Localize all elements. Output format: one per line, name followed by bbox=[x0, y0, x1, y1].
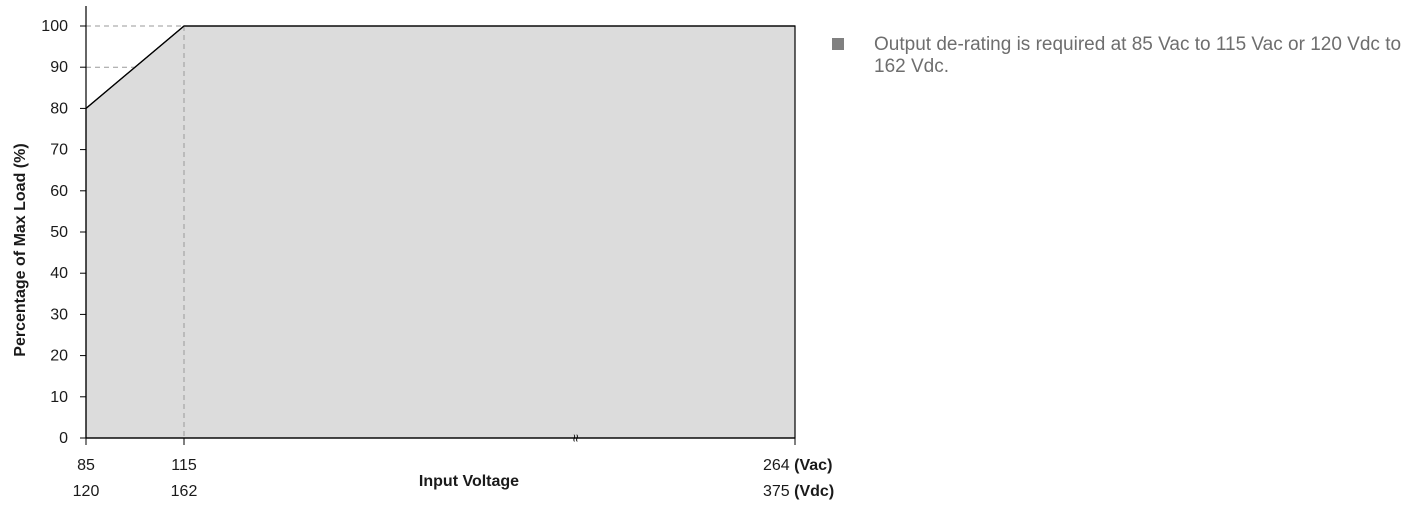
x-unit-label: (Vac) bbox=[790, 457, 833, 474]
y-axis-ticks: 0 10 20 30 40 50 60 70 80 90 100 bbox=[41, 18, 86, 447]
x-tick-label: 162 bbox=[171, 483, 198, 500]
axis-break-mark: ≈ bbox=[568, 434, 584, 442]
axes bbox=[85, 6, 795, 439]
plot-area bbox=[85, 25, 796, 439]
x-tick-label: 264 (Vac) bbox=[763, 457, 832, 474]
x-axis-title: Input Voltage bbox=[419, 473, 519, 490]
y-tick-label: 20 bbox=[50, 348, 68, 365]
y-tick-label: 40 bbox=[50, 265, 68, 282]
y-tick-label: 60 bbox=[50, 183, 68, 200]
x-tick-label: 375 (Vdc) bbox=[763, 483, 834, 500]
square-bullet-icon bbox=[832, 38, 844, 50]
y-tick-label: 30 bbox=[50, 306, 68, 323]
x-axis-ticks: 85 115 264 (Vac) 120 162 375 (Vdc) bbox=[73, 438, 834, 500]
derating-chart: 0 10 20 30 40 50 60 70 80 90 100 85 115 264 (Vac) 120… bbox=[12, 6, 834, 500]
reference-lines bbox=[86, 25, 185, 438]
note-text: Output de-rating is required at 85 Vac t… bbox=[874, 34, 1402, 77]
x-tick-label: 115 bbox=[171, 457, 197, 474]
x-unit-label: (Vdc) bbox=[790, 483, 834, 500]
derating-line bbox=[85, 25, 795, 109]
x-tick-label: 85 bbox=[77, 457, 95, 474]
y-tick-label: 100 bbox=[41, 18, 68, 35]
x-tick-label: 120 bbox=[73, 483, 100, 500]
y-tick-label: 0 bbox=[59, 430, 68, 447]
y-axis-title: Percentage of Max Load (%) bbox=[12, 143, 29, 356]
derating-note: Output de-rating is required at 85 Vac t… bbox=[832, 34, 1412, 78]
y-tick-label: 10 bbox=[50, 389, 68, 406]
y-tick-label: 80 bbox=[50, 100, 68, 117]
y-tick-label: 70 bbox=[50, 142, 68, 159]
y-tick-label: 90 bbox=[50, 59, 68, 76]
y-tick-label: 50 bbox=[50, 224, 68, 241]
